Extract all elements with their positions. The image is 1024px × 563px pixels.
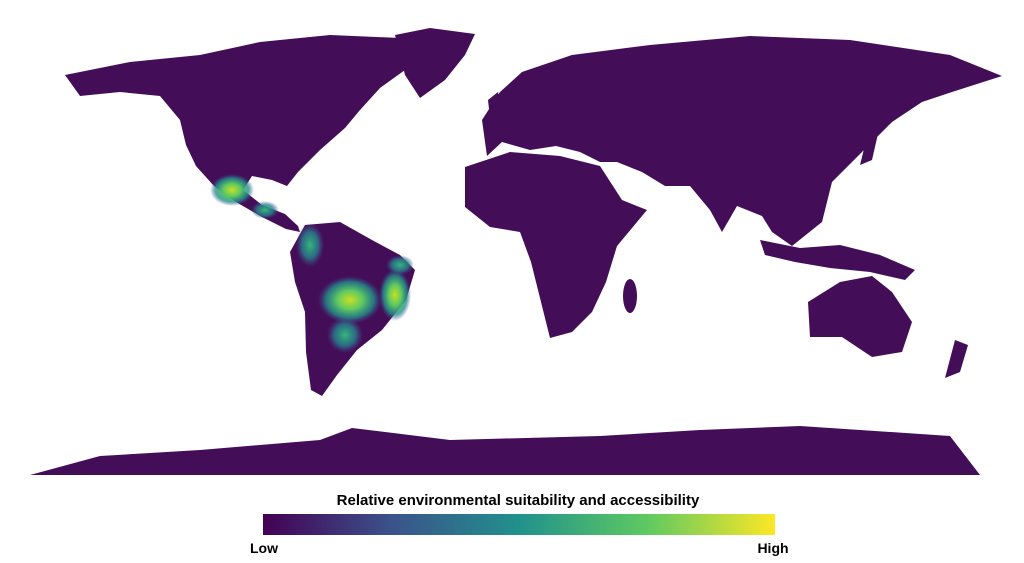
suitability-hotspots	[210, 174, 414, 353]
greenland	[395, 28, 475, 98]
legend: Relative environmental suitability and a…	[250, 492, 789, 556]
legend-high: High	[757, 540, 788, 556]
north-america	[65, 35, 430, 232]
hotspot	[318, 276, 382, 324]
hotspot	[379, 269, 411, 321]
africa	[465, 152, 647, 338]
legend-low: Low	[250, 540, 278, 556]
hotspot	[386, 255, 414, 275]
madagascar	[623, 279, 637, 313]
japan	[860, 118, 880, 165]
eurasia	[482, 36, 1002, 246]
australia	[808, 276, 912, 357]
hotspot	[210, 174, 254, 206]
hotspot	[327, 317, 363, 353]
new-zealand	[945, 340, 968, 378]
uk	[488, 92, 502, 118]
hotspot	[296, 223, 324, 267]
antarctica	[30, 426, 980, 475]
land	[30, 28, 1002, 475]
colorbar	[263, 514, 775, 535]
indonesia	[760, 240, 915, 280]
hotspot	[251, 201, 279, 219]
legend-title: Relative environmental suitability and a…	[337, 492, 700, 509]
